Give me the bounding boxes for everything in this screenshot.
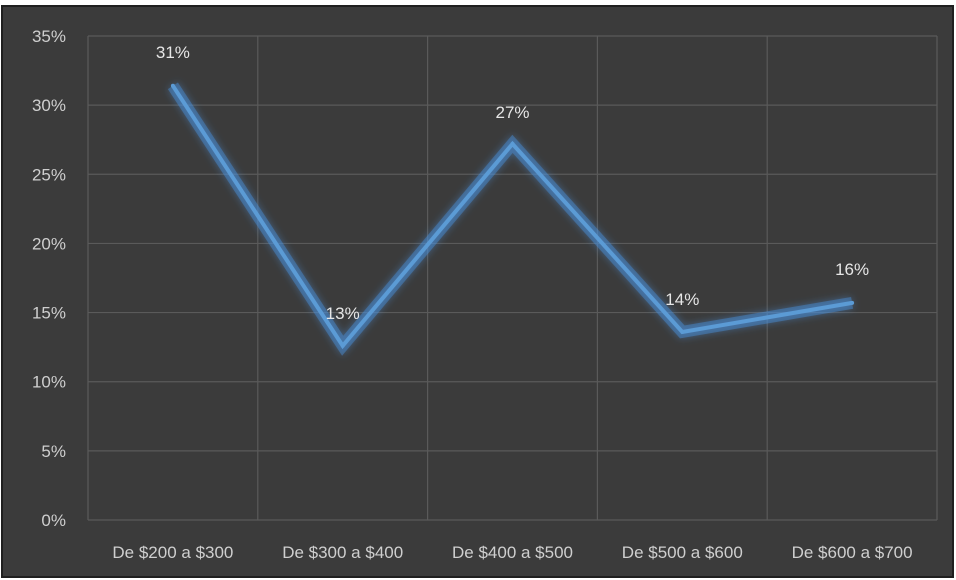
y-tick-label: 20%: [32, 234, 66, 253]
x-tick-label: De $600 a $700: [792, 543, 913, 562]
data-point: [170, 83, 175, 88]
data-labels: 31% 13% 27% 14% 16%: [156, 43, 869, 323]
y-tick-label: 5%: [41, 442, 66, 461]
data-point: [850, 300, 855, 305]
y-tick-label: 15%: [32, 304, 66, 323]
data-point: [340, 343, 345, 348]
y-tick-label: 25%: [32, 165, 66, 184]
x-axis-ticks: De $200 a $300 De $300 a $400 De $400 a $5…: [112, 543, 912, 562]
y-axis-ticks: 0% 5% 10% 15% 20% 25% 30% 35%: [32, 27, 66, 530]
series-line-group: [167, 82, 855, 356]
y-tick-label: 35%: [32, 27, 66, 46]
data-point: [510, 141, 515, 146]
data-label: 14%: [665, 290, 699, 309]
chart-background: [1, 5, 954, 578]
x-tick-label: De $200 a $300: [112, 543, 233, 562]
data-point: [680, 329, 685, 334]
data-label: 31%: [156, 43, 190, 62]
x-tick-label: De $500 a $600: [622, 543, 743, 562]
x-tick-label: De $300 a $400: [282, 543, 403, 562]
data-label: 16%: [835, 260, 869, 279]
y-tick-label: 30%: [32, 96, 66, 115]
y-tick-label: 0%: [41, 511, 66, 530]
x-tick-label: De $400 a $500: [452, 543, 573, 562]
data-label: 13%: [326, 304, 360, 323]
y-tick-label: 10%: [32, 373, 66, 392]
data-label: 27%: [495, 103, 529, 122]
